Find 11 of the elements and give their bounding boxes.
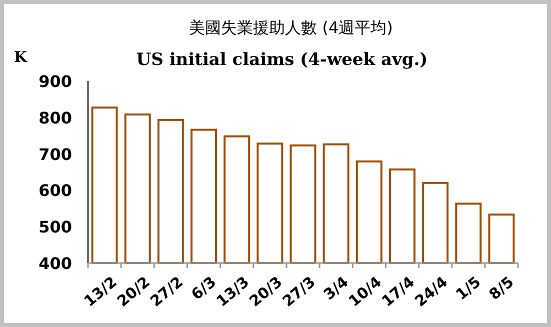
y-tick-label: 800 — [38, 108, 72, 128]
y-tick-label: 900 — [38, 72, 72, 91]
chart-title: 美國失業援助人數 (4週平均) — [189, 18, 393, 37]
x-tick-label: 8/5 — [485, 272, 518, 304]
y-tick-label: 700 — [38, 144, 72, 164]
y-tick-label: 400 — [38, 254, 72, 273]
chart-subtitle: US initial claims (4-week avg.) — [136, 50, 428, 70]
y-axis-title: K — [14, 48, 28, 66]
y-tick-label: 600 — [38, 181, 72, 200]
x-tick-label: 1/5 — [452, 272, 484, 304]
y-tick-label: 500 — [38, 218, 72, 237]
